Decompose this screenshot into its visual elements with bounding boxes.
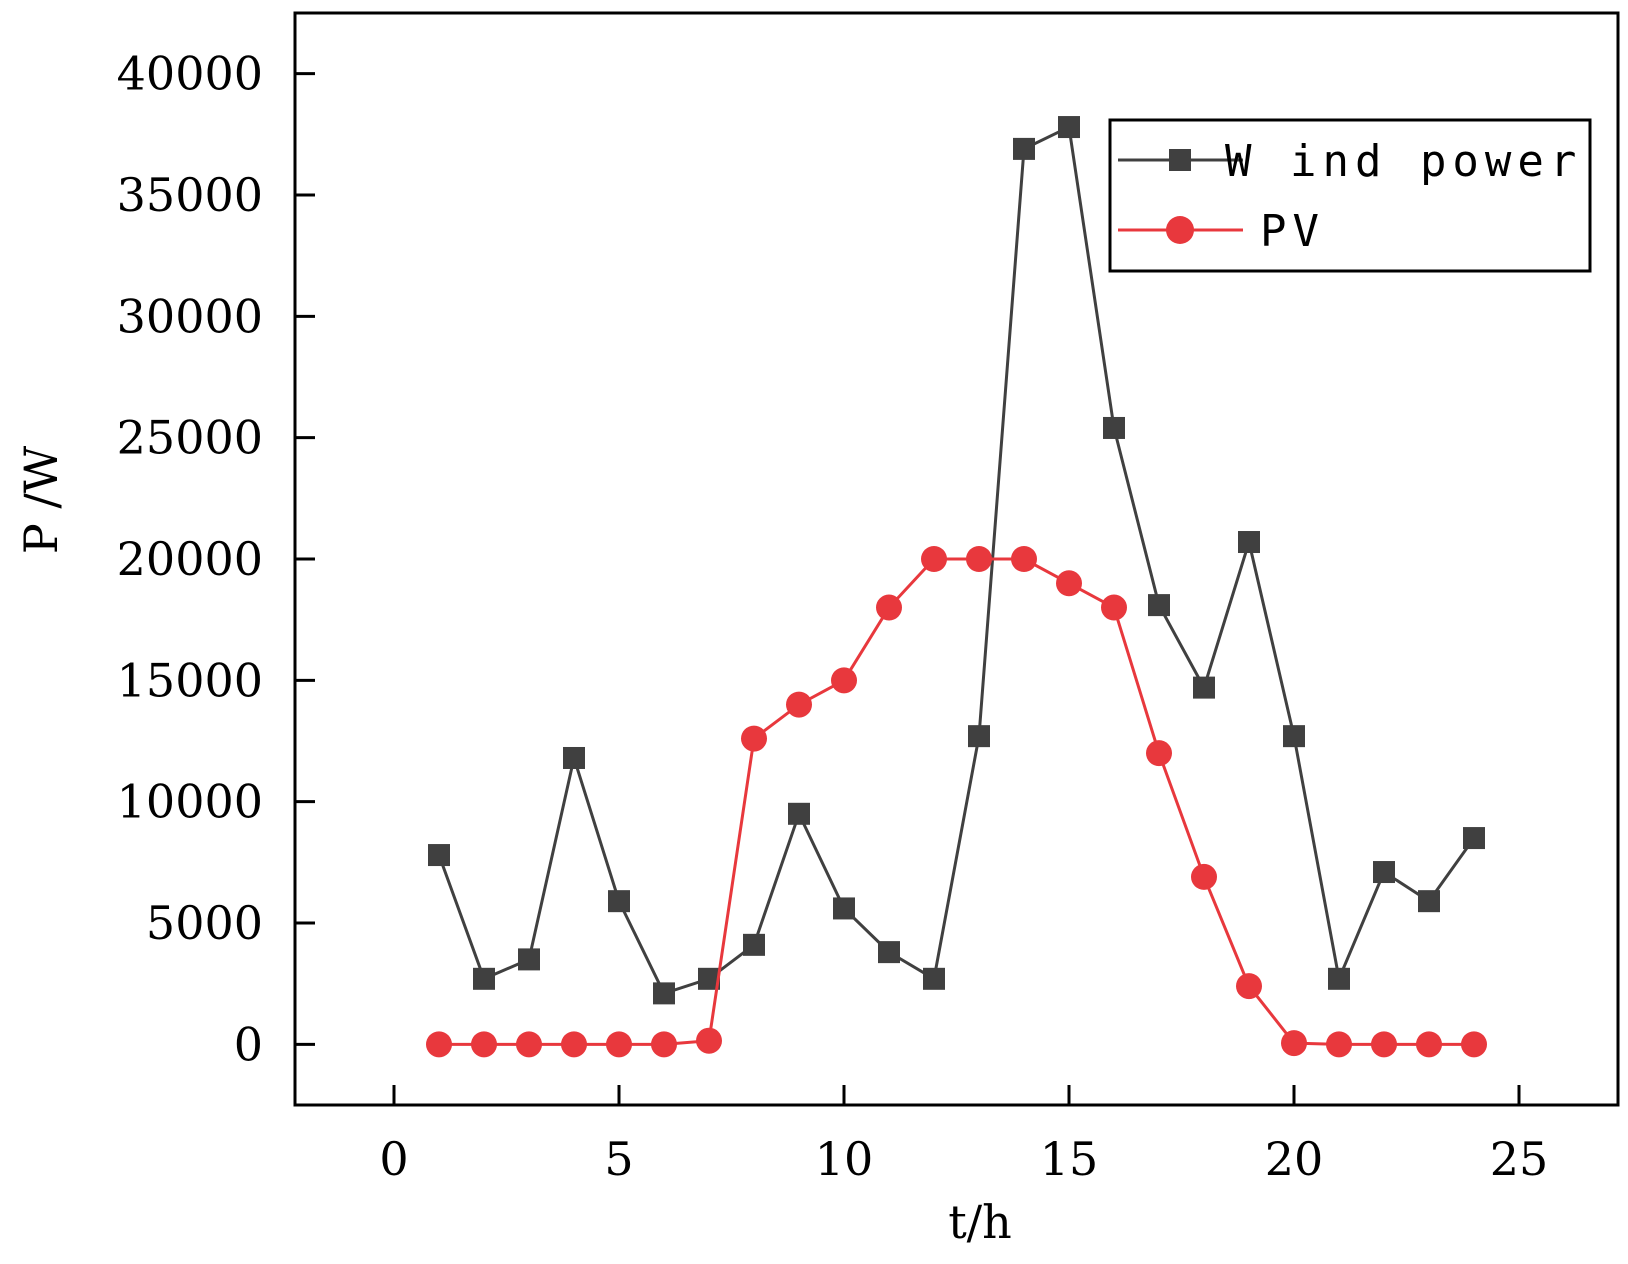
data-point-pv	[651, 1031, 677, 1058]
series-layer	[426, 116, 1487, 1058]
data-point-pv	[426, 1031, 452, 1058]
data-point-wind	[608, 890, 630, 913]
data-point-wind	[833, 897, 855, 920]
data-point-wind	[653, 982, 675, 1005]
data-point-wind	[1328, 967, 1350, 990]
y-tick-label: 40000	[117, 47, 263, 101]
data-point-wind	[473, 967, 495, 990]
series-line-pv	[439, 557, 1474, 1046]
y-tick-label: 30000	[117, 289, 263, 343]
data-point-wind	[518, 948, 540, 971]
y-axis: 0 5000 10000 15000 20000 25000 30000 35000 40000	[117, 47, 315, 1071]
data-point-wind	[1013, 137, 1035, 160]
data-point-wind	[923, 967, 945, 990]
data-point-wind	[1283, 725, 1305, 748]
legend-marker-pv	[1166, 216, 1194, 244]
data-point-wind	[1238, 531, 1260, 554]
data-point-pv	[561, 1031, 587, 1058]
data-point-pv	[696, 1027, 722, 1054]
data-point-wind	[1373, 861, 1395, 884]
y-axis-title: P /W	[14, 445, 68, 554]
data-point-pv	[1101, 594, 1127, 621]
data-point-pv	[1416, 1031, 1442, 1058]
y-tick-label: 0	[234, 1017, 263, 1071]
x-tick-label: 10	[815, 1132, 874, 1186]
data-point-pv	[606, 1031, 632, 1058]
data-point-wind	[1103, 416, 1125, 439]
data-point-wind	[1058, 116, 1080, 139]
data-point-wind	[1463, 827, 1485, 850]
y-tick-label: 25000	[117, 411, 263, 465]
data-point-pv	[921, 546, 947, 572]
legend-label-wind: W ind power	[1225, 136, 1582, 187]
legend-box	[1108, 118, 1592, 273]
data-point-pv	[1281, 1030, 1307, 1057]
data-point-pv	[471, 1031, 497, 1058]
y-tick-label: 20000	[117, 532, 263, 586]
data-point-wind	[1148, 594, 1170, 617]
data-point-wind	[1418, 890, 1440, 913]
x-tick-label: 20	[1265, 1132, 1324, 1186]
series-line-wind	[437, 124, 1476, 996]
data-point-pv	[516, 1031, 542, 1058]
data-point-pv	[1371, 1031, 1397, 1058]
data-point-pv	[1191, 863, 1217, 890]
legend-marker-wind	[1169, 149, 1191, 171]
x-axis-title: t/h	[948, 1195, 1012, 1249]
series-wind	[428, 116, 1485, 1005]
data-point-pv	[1146, 740, 1172, 767]
x-tick-label: 0	[379, 1132, 408, 1186]
x-tick-label: 25	[1490, 1132, 1549, 1186]
data-point-wind	[878, 941, 900, 964]
data-point-wind	[788, 802, 810, 825]
x-tick-label: 5	[604, 1132, 633, 1186]
data-point-pv	[1056, 570, 1082, 597]
x-axis: 0 5 10 15 20 25	[379, 1085, 1548, 1186]
data-point-pv	[966, 546, 992, 572]
data-point-pv	[741, 725, 767, 752]
legend-label-pv: PV	[1260, 206, 1325, 257]
x-tick-label: 15	[1040, 1132, 1099, 1186]
y-tick-label: 35000	[117, 168, 263, 222]
data-point-wind	[698, 967, 720, 990]
data-point-wind	[968, 725, 990, 748]
series-pv	[426, 546, 1487, 1058]
y-tick-label: 10000	[117, 775, 263, 829]
data-point-pv	[1011, 546, 1037, 572]
data-point-wind	[428, 844, 450, 867]
data-point-wind	[563, 746, 585, 769]
data-point-pv	[1461, 1031, 1487, 1058]
data-point-pv	[786, 691, 812, 718]
y-tick-label: 5000	[146, 896, 263, 950]
data-point-pv	[876, 594, 902, 621]
data-point-pv	[831, 667, 857, 694]
data-point-wind	[743, 933, 765, 956]
legend: W ind power PV	[1108, 118, 1592, 273]
y-tick-label: 15000	[117, 653, 263, 707]
data-point-pv	[1236, 973, 1262, 1000]
data-point-pv	[1326, 1031, 1352, 1058]
data-point-wind	[1193, 676, 1215, 699]
